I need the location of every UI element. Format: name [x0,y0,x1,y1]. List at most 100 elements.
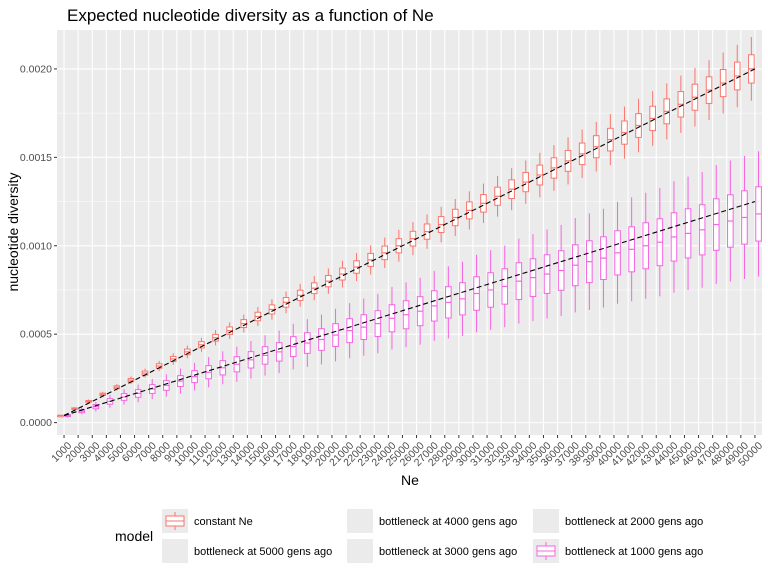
box [557,224,565,317]
box [592,121,600,172]
major-gridlines [57,30,762,435]
legend-item: bottleneck at 2000 gens ago [533,509,703,533]
box [529,234,537,322]
box [635,98,642,153]
box [233,346,241,382]
box [543,229,551,319]
box [445,266,452,339]
box [92,401,100,412]
expected-line [63,68,756,417]
box [649,91,656,146]
legend-key [162,539,188,563]
box [515,238,523,324]
legend: model constant Ne bottleneck at 5000 gens… [115,509,703,563]
box [57,414,64,418]
legend-item: bottleneck at 1000 gens ago [533,539,703,563]
box [691,67,699,127]
box [402,282,410,348]
box [705,60,713,121]
box [600,208,607,308]
y-axis-title: nucleotide diversity [5,172,21,291]
box [430,270,438,341]
legend-label: constant Ne [194,516,253,528]
box [466,191,473,230]
y-tick-label: 0.0020 [20,63,52,75]
box [184,345,191,359]
legend-label: bottleneck at 5000 gens ago [194,546,332,558]
box [586,213,593,310]
legend-item: constant Ne [162,509,253,533]
legend-label: bottleneck at 4000 gens ago [379,516,517,528]
box [684,176,692,291]
box [501,245,509,328]
box [332,308,339,362]
box [416,277,424,345]
boxplots [57,37,762,418]
chart-title: Expected nucleotide diversity as a funct… [67,6,434,25]
box [677,75,685,133]
box [642,192,650,299]
box [607,114,614,166]
y-tick-label: 0.0005 [20,329,52,341]
y-tick-label: 0.0015 [20,152,52,164]
box [120,389,128,405]
box [536,152,544,198]
box [71,407,78,410]
legend-item: bottleneck at 3000 gens ago [347,539,517,563]
legend-key [533,509,559,533]
expected-lines [63,68,756,417]
series-bottleneck-1000 [64,151,762,418]
box [571,217,579,313]
x-axis-title: Ne [401,472,419,488]
expected-line [63,201,756,417]
box [169,353,177,365]
box [409,222,417,256]
y-tick-label: 0.0010 [20,240,52,252]
box [191,362,198,391]
box [522,160,530,204]
box [670,181,678,293]
legend-label: bottleneck at 1000 gens ago [565,546,703,558]
box [487,250,494,330]
box [296,283,304,307]
box [205,357,212,388]
series-constant-ne [57,37,755,418]
legend-label: bottleneck at 3000 gens ago [379,546,517,558]
box [304,319,311,367]
box [360,298,368,356]
box [698,172,706,288]
box [346,303,353,359]
box [198,337,205,352]
box [261,335,269,376]
box [614,201,621,304]
box [663,83,671,140]
box [318,314,325,365]
y-axis: 0.0000 0.0005 0.0010 0.0015 0.0020 [20,63,57,429]
box [459,261,466,336]
box [741,155,748,280]
box [755,151,762,277]
legend-key [347,509,373,533]
box [282,291,290,314]
box [628,197,635,302]
box [388,286,396,350]
box [163,374,170,397]
legend-title: model [115,528,153,544]
box [621,106,628,159]
legend-label: bottleneck at 2000 gens ago [565,516,703,528]
x-axis: 1000200030004000500060007000800090001000… [49,435,765,469]
box [564,137,572,185]
box [712,165,720,284]
box [374,293,382,354]
box [473,254,480,333]
legend-item: bottleneck at 5000 gens ago [162,539,332,563]
minor-gridlines [57,112,762,379]
box [578,129,586,178]
box [247,341,255,379]
box [177,368,184,394]
box [367,245,374,275]
box [727,160,734,282]
box [395,229,403,262]
box [550,145,558,191]
